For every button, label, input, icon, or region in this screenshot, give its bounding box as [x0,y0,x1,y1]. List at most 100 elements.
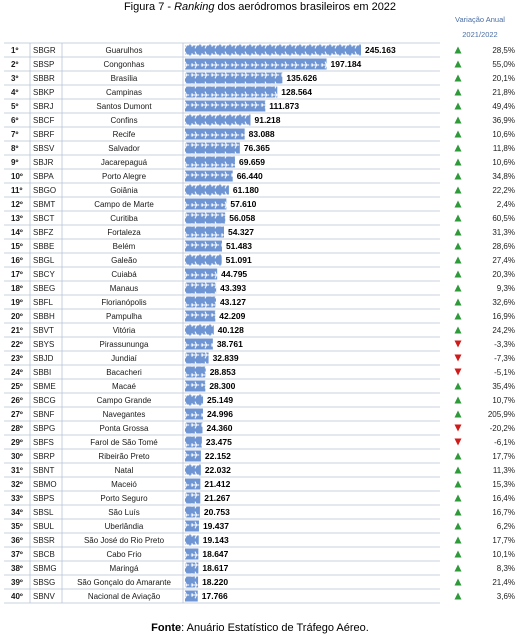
bar [185,534,199,546]
bar [185,184,229,196]
rank-label: 37º [11,550,23,559]
airport-name-label: Fortaleza [107,228,141,237]
rank-label: 2º [11,60,18,69]
value-label: 135.626 [286,73,317,83]
airport-name-label: Santos Dumont [96,102,152,111]
value-label: 43.127 [220,297,246,307]
icao-code-label: SBCT [33,214,54,223]
value-label: 76.365 [244,143,270,153]
bar [185,58,327,70]
variation-label: 3,6% [497,592,515,601]
triangle-up-icon [454,410,462,418]
icao-code-label: SBBR [33,74,55,83]
value-label: 20.753 [204,507,230,517]
variation-label: 8,3% [497,564,515,573]
variation-label: -3,3% [494,340,515,349]
airport-name-label: Ribeirão Preto [98,452,150,461]
triangle-up-icon [454,46,462,54]
triangle-up-icon [454,256,462,264]
triangle-up-icon [454,88,462,96]
variation-label: 17,7% [492,536,515,545]
airport-name-label: Congonhas [104,60,145,69]
ranking-chart: 1º SBGR Guarulhos 245.163 28,5% 2º SBSP Congonh… [4,42,515,604]
airport-name-label: Natal [115,466,134,475]
value-label: 51.091 [226,255,252,265]
bar [185,268,218,280]
airport-name-label: Cabo Frio [106,550,142,559]
bar [185,366,206,378]
icao-code-label: SBCY [33,270,55,279]
airport-name-label: Maringá [110,564,139,573]
variation-label: 34,8% [492,172,515,181]
bar [185,590,198,602]
triangle-up-icon [454,200,462,208]
variation-label: 32,6% [492,298,515,307]
icao-code-label: SBMT [33,200,55,209]
rank-label: 21º [11,326,23,335]
value-label: 23.475 [206,437,232,447]
bar [185,422,203,434]
rank-label: 35º [11,522,23,531]
rank-label: 26º [11,396,23,405]
triangle-down-icon [454,354,462,362]
triangle-up-icon [454,270,462,278]
airport-name-label: Florianópolis [101,298,146,307]
variation-label: 10,6% [492,130,515,139]
variation-label: 16,9% [492,312,515,321]
triangle-up-icon [454,116,462,124]
triangle-up-icon [454,158,462,166]
value-label: 43.393 [220,283,246,293]
bar [185,142,240,154]
rank-label: 30º [11,452,23,461]
icao-code-label: SBYS [33,340,54,349]
airport-name-label: Salvador [108,144,140,153]
rank-label: 34º [11,508,23,517]
icao-code-label: SBRF [33,130,54,139]
airport-name-label: Pampulha [106,312,143,321]
bar [185,198,227,210]
value-label: 25.149 [207,395,233,405]
bar [185,282,217,294]
rank-label: 9º [11,158,18,167]
value-label: 83.088 [249,129,275,139]
variation-label: 205,9% [488,410,515,419]
variation-label: 20,3% [492,270,515,279]
rank-label: 28º [11,424,23,433]
icao-code-label: SBNV [33,592,55,601]
bar [185,338,213,350]
rank-label: 18º [11,284,23,293]
rank-label: 32º [11,480,23,489]
icao-code-label: SBPS [33,494,54,503]
airport-name-label: Pirassununga [100,340,149,349]
triangle-up-icon [454,592,462,600]
icao-code-label: SBSG [33,578,55,587]
bar [185,254,222,266]
value-label: 24.360 [206,423,232,433]
variation-label: 10,1% [492,550,515,559]
rank-label: 1º [11,46,18,55]
airport-name-label: Navegantes [103,410,146,419]
rank-label: 4º [11,88,18,97]
variation-label: -7,3% [494,354,515,363]
icao-code-label: SBPA [33,172,54,181]
bar [185,394,204,406]
airport-name-label: Jacarepaguá [101,158,148,167]
value-label: 42.209 [219,311,245,321]
triangle-up-icon [454,172,462,180]
airport-name-label: Maceió [111,480,137,489]
bar [185,464,201,476]
value-label: 61.180 [233,185,259,195]
bar [185,352,209,364]
value-label: 245.163 [365,45,396,55]
rank-label: 20º [11,312,23,321]
value-label: 28.853 [210,367,236,377]
icao-code-label: SBJR [33,158,54,167]
variation-label: 10,7% [492,396,515,405]
triangle-up-icon [454,214,462,222]
bar [185,506,200,518]
bar [185,240,222,252]
bar [185,212,226,224]
triangle-up-icon [454,452,462,460]
rank-label: 11º [11,186,22,195]
rank-label: 31º [11,466,23,475]
